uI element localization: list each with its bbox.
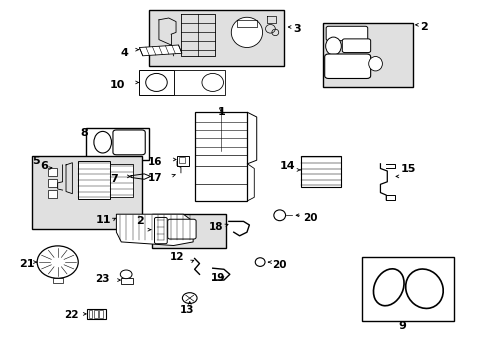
Ellipse shape bbox=[373, 269, 403, 306]
Bar bbox=[151, 214, 225, 248]
FancyBboxPatch shape bbox=[154, 217, 167, 244]
Text: 23: 23 bbox=[95, 274, 110, 284]
Text: 12: 12 bbox=[170, 252, 184, 262]
Bar bbox=[177, 156, 189, 166]
Text: 8: 8 bbox=[80, 128, 88, 138]
Text: 16: 16 bbox=[147, 157, 162, 167]
Bar bbox=[87, 309, 105, 319]
Bar bbox=[53, 278, 62, 283]
Bar bbox=[181, 71, 185, 94]
Bar bbox=[48, 179, 57, 187]
Bar bbox=[322, 23, 412, 87]
Text: 3: 3 bbox=[293, 24, 301, 35]
Bar bbox=[110, 164, 133, 197]
Bar bbox=[99, 310, 103, 318]
Text: 17: 17 bbox=[147, 173, 162, 183]
Bar bbox=[149, 10, 283, 66]
Ellipse shape bbox=[405, 269, 442, 309]
Text: 18: 18 bbox=[209, 222, 224, 233]
Text: 21: 21 bbox=[20, 259, 35, 269]
Bar bbox=[194, 112, 247, 201]
FancyBboxPatch shape bbox=[113, 130, 145, 155]
Ellipse shape bbox=[37, 246, 78, 278]
Text: 7: 7 bbox=[110, 174, 118, 184]
Text: 9: 9 bbox=[397, 321, 405, 331]
Ellipse shape bbox=[94, 131, 111, 153]
Bar bbox=[198, 71, 203, 94]
Bar bbox=[210, 71, 214, 94]
Text: 4: 4 bbox=[120, 48, 128, 58]
Bar bbox=[85, 128, 149, 160]
Bar bbox=[78, 161, 110, 199]
FancyBboxPatch shape bbox=[167, 219, 196, 239]
Text: 2: 2 bbox=[420, 22, 427, 32]
Text: 11: 11 bbox=[95, 215, 111, 225]
Text: 14: 14 bbox=[279, 161, 295, 171]
Bar bbox=[48, 168, 57, 176]
Text: 19: 19 bbox=[211, 273, 225, 283]
Ellipse shape bbox=[255, 258, 264, 266]
Polygon shape bbox=[116, 214, 193, 246]
Bar bbox=[139, 70, 173, 95]
Bar bbox=[173, 70, 224, 95]
Text: 6: 6 bbox=[40, 161, 48, 171]
Text: 2: 2 bbox=[136, 216, 143, 226]
Bar bbox=[204, 71, 208, 94]
Bar bbox=[121, 278, 133, 284]
Ellipse shape bbox=[325, 37, 341, 55]
Bar bbox=[32, 156, 142, 229]
Bar bbox=[186, 71, 191, 94]
Ellipse shape bbox=[231, 17, 262, 48]
Bar bbox=[88, 310, 92, 318]
Bar bbox=[48, 190, 57, 198]
Bar bbox=[192, 71, 197, 94]
Ellipse shape bbox=[120, 270, 132, 279]
FancyBboxPatch shape bbox=[342, 39, 370, 53]
Text: 1: 1 bbox=[217, 107, 225, 117]
Text: 10: 10 bbox=[110, 80, 125, 90]
Ellipse shape bbox=[368, 57, 382, 71]
Text: 22: 22 bbox=[64, 310, 79, 320]
Text: 15: 15 bbox=[400, 164, 415, 174]
Text: 13: 13 bbox=[180, 305, 194, 315]
Ellipse shape bbox=[273, 210, 285, 221]
Ellipse shape bbox=[182, 293, 197, 303]
Bar bbox=[300, 156, 340, 187]
FancyBboxPatch shape bbox=[324, 54, 370, 78]
Bar bbox=[179, 157, 184, 163]
Bar bbox=[175, 71, 179, 94]
Text: 20: 20 bbox=[303, 213, 317, 223]
Text: 5: 5 bbox=[32, 156, 40, 166]
Text: 20: 20 bbox=[272, 260, 286, 270]
Bar bbox=[216, 71, 220, 94]
Bar bbox=[361, 257, 453, 321]
Bar bbox=[94, 310, 98, 318]
Polygon shape bbox=[139, 45, 182, 56]
FancyBboxPatch shape bbox=[325, 26, 367, 41]
